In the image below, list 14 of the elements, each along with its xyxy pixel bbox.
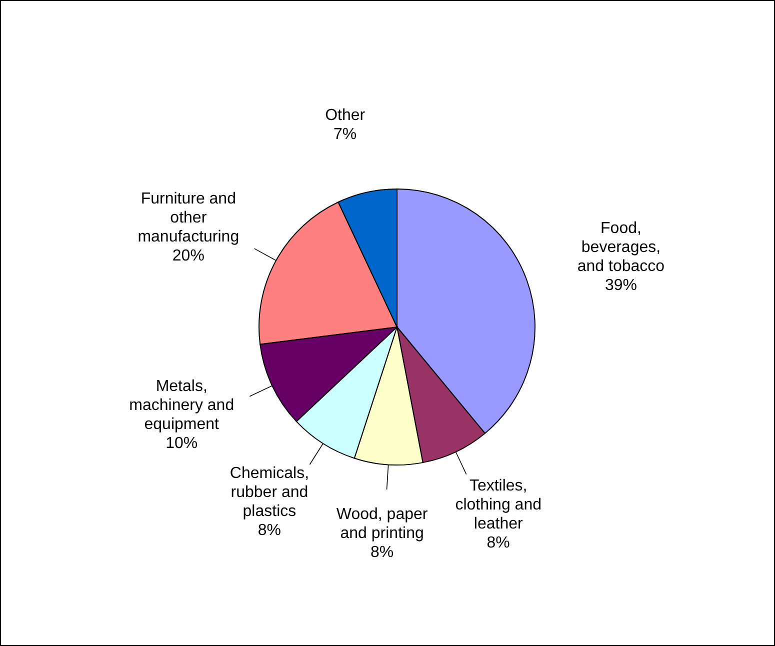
slice-label: Wood, paper and printing xyxy=(336,506,428,542)
data-label: 8% xyxy=(486,534,510,552)
data-label: 8% xyxy=(258,522,282,539)
data-label: 8% xyxy=(370,544,394,562)
data-label: 10% xyxy=(166,435,198,452)
slice-label: Furniture and other manufacturing xyxy=(138,190,240,246)
data-label: 39% xyxy=(604,276,637,294)
data-label: 20% xyxy=(172,247,204,264)
slice-label: Food, beverages, and tobacco xyxy=(577,220,665,275)
slice-label: Metals, machinery and equipment xyxy=(129,378,234,434)
slice-label: Textiles, clothing and leather xyxy=(455,477,542,532)
data-label: 7% xyxy=(334,126,357,143)
slice-label: Chemicals, rubber and plastics xyxy=(230,464,310,520)
slice-label: Other xyxy=(325,106,366,124)
